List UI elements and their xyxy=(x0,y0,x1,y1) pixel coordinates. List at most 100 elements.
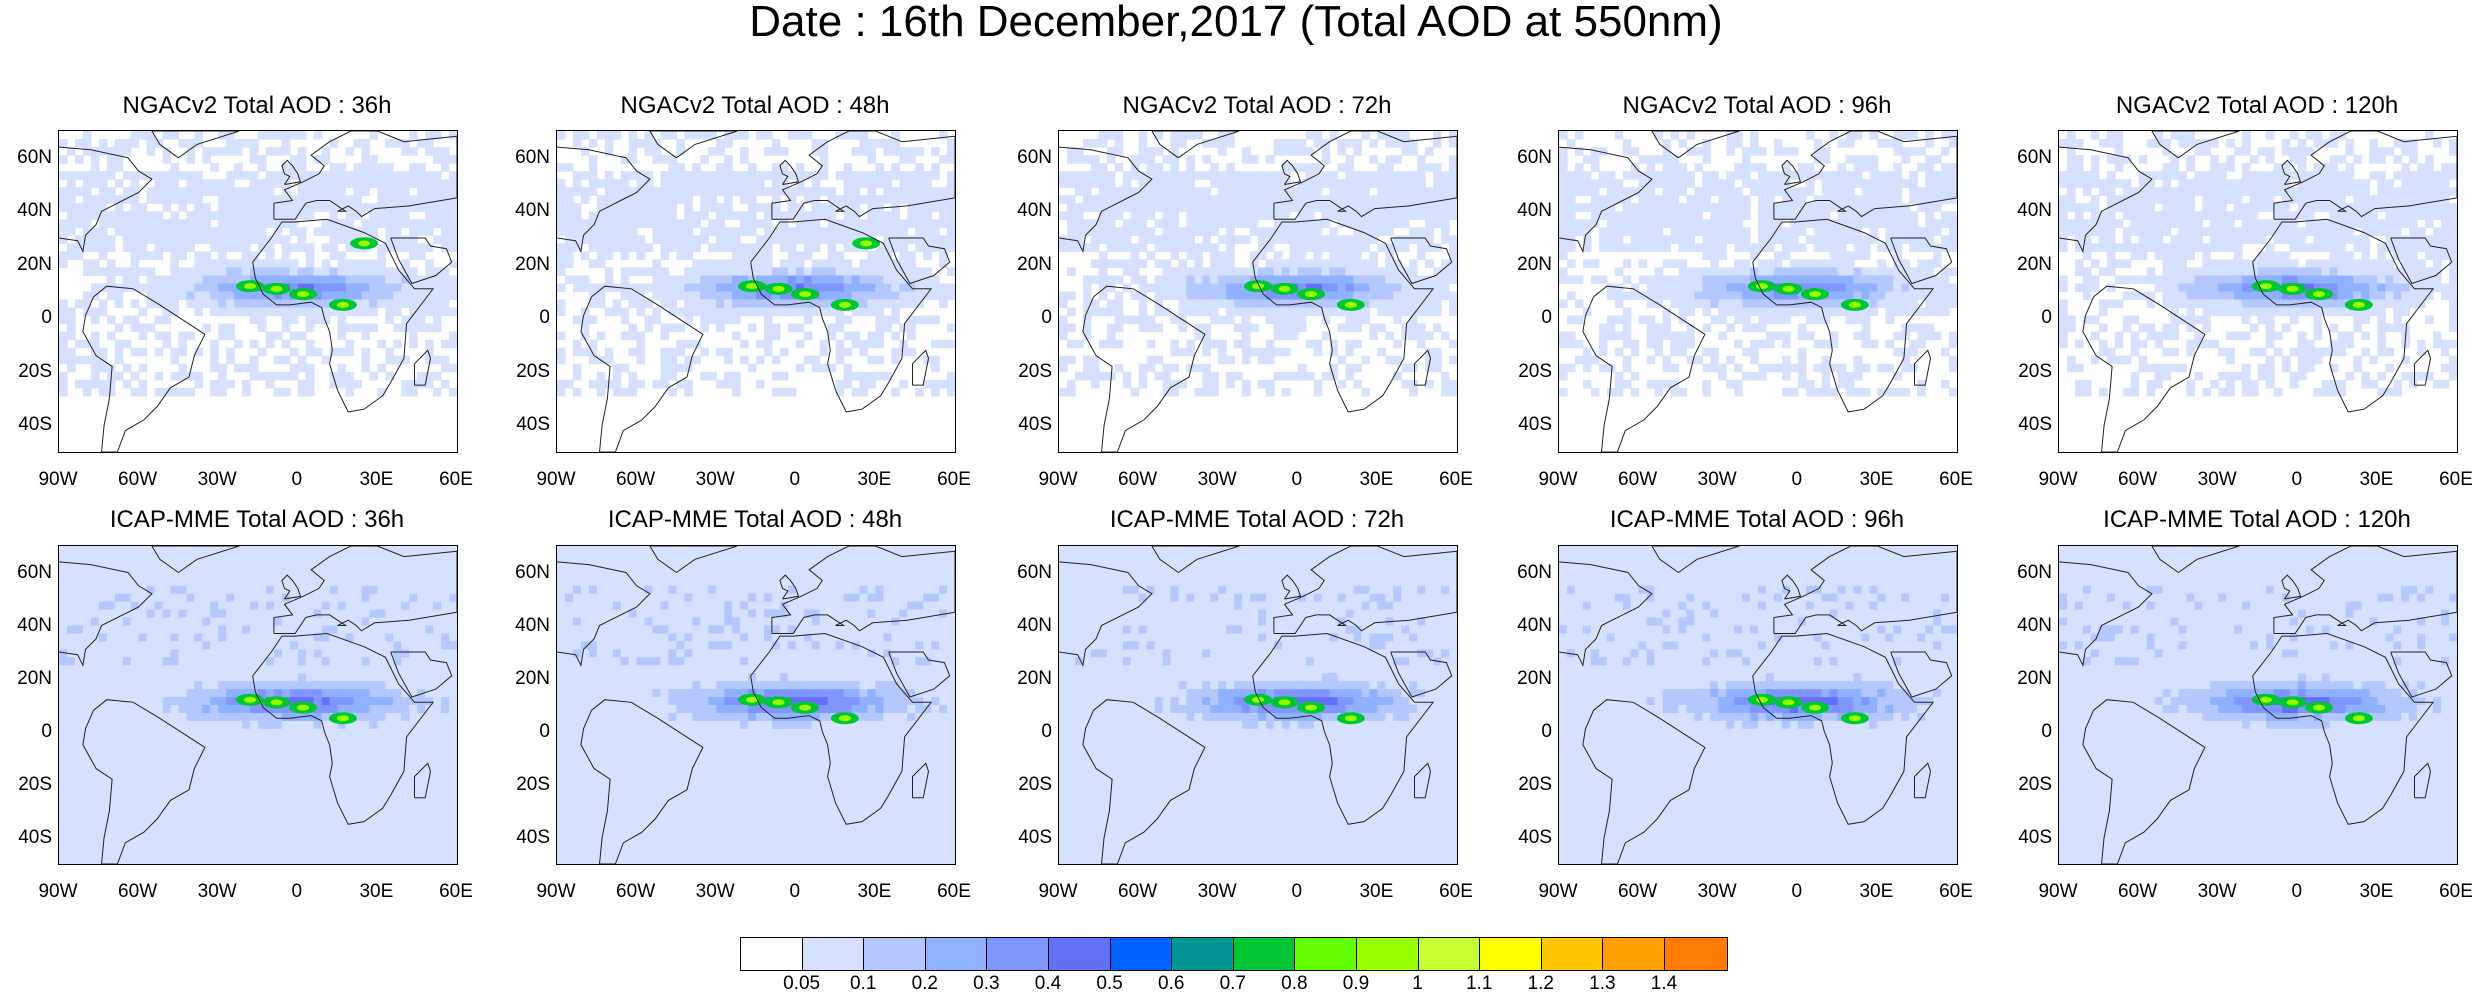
lat-tick-label: 40S xyxy=(1518,414,1552,436)
lon-tick-label: 0 xyxy=(1791,881,1803,902)
lat-tick-label: 0 xyxy=(2041,720,2052,742)
lat-tick-label: 60N xyxy=(2017,561,2052,583)
coastline xyxy=(273,131,457,220)
lat-tick-label: 40S xyxy=(2018,826,2052,848)
map-panel xyxy=(1558,545,1958,865)
panel-title: ICAP-MME Total AOD : 96h xyxy=(1609,506,1905,533)
colorbar-bin xyxy=(1172,938,1234,970)
colorbar-label: 0.5 xyxy=(1096,973,1123,994)
colorbar-bin xyxy=(802,938,865,970)
lon-tick-label: 30W xyxy=(695,881,735,902)
coastline xyxy=(2151,131,2240,159)
lat-tick-label: 60N xyxy=(1517,561,1552,583)
panel-title: ICAP-MME Total AOD : 48h xyxy=(607,506,903,533)
lon-tick-label: 90W xyxy=(536,469,576,490)
lon-tick-label: 60W xyxy=(616,881,656,902)
map-panel xyxy=(2058,545,2458,865)
lat-tick-label: 20S xyxy=(516,773,550,795)
lon-tick-label: 90W xyxy=(536,881,576,902)
colorbar-label: 1.1 xyxy=(1465,973,1493,994)
lat-tick-label: 20N xyxy=(17,253,52,275)
coastline xyxy=(557,561,651,667)
coastline xyxy=(2273,131,2457,220)
lat-tick-label: 60N xyxy=(1017,561,1052,583)
colorbar-bin xyxy=(1356,938,1419,970)
lat-tick-label: 0 xyxy=(539,307,550,329)
coastline xyxy=(414,762,432,799)
coastline xyxy=(390,237,453,285)
colorbar-label: 0.1 xyxy=(849,973,877,994)
lon-tick-label: 0 xyxy=(291,881,303,902)
figure-title: Date : 16th December,2017 (Total AOD at … xyxy=(749,0,1723,46)
lon-tick-label: 30E xyxy=(359,469,394,490)
coastline xyxy=(1273,131,1457,220)
colorbar-bin xyxy=(1418,938,1481,970)
lat-tick-label: 20S xyxy=(1518,360,1552,382)
coastline xyxy=(1390,237,1453,285)
lat-tick-label: 60N xyxy=(515,561,550,583)
lon-tick-label: 60E xyxy=(1939,881,1973,902)
coastline xyxy=(1773,131,1957,220)
colorbar xyxy=(740,937,1728,971)
colorbar-bin xyxy=(1603,938,1665,970)
lat-tick-label: 40S xyxy=(516,414,550,436)
coastline xyxy=(779,574,800,600)
lat-tick-label: 40S xyxy=(1518,826,1552,848)
coastline xyxy=(1651,131,1740,159)
colorbar-label: 0.6 xyxy=(1157,973,1185,994)
lon-tick-label: 0 xyxy=(1791,469,1803,490)
aod-field xyxy=(557,131,955,452)
colorbar-label: 0.4 xyxy=(1034,973,1062,994)
lon-tick-label: 60E xyxy=(1439,469,1473,490)
panel-title: ICAP-MME Total AOD : 120h xyxy=(2103,506,2411,533)
coastline xyxy=(1059,561,1153,667)
lat-tick-label: 0 xyxy=(1041,307,1052,329)
aod-field xyxy=(1059,131,1457,452)
lat-tick-label: 20N xyxy=(17,667,52,689)
colorbar-label: 0.7 xyxy=(1219,973,1247,994)
lat-tick-label: 40N xyxy=(1017,614,1052,636)
lat-tick-label: 20S xyxy=(18,773,52,795)
colorbar-label: 1 xyxy=(1412,973,1423,994)
lat-tick-label: 20S xyxy=(1518,773,1552,795)
coastline xyxy=(2273,546,2457,634)
lon-tick-label: 60E xyxy=(1439,881,1473,902)
coastline xyxy=(1559,146,1653,254)
lon-tick-label: 30E xyxy=(359,881,394,902)
coastline xyxy=(912,762,930,799)
coastline xyxy=(281,574,302,600)
aod-field xyxy=(1559,131,1957,452)
coastline xyxy=(1651,546,1740,573)
lat-tick-label: 0 xyxy=(41,307,52,329)
lon-tick-label: 30W xyxy=(197,881,237,902)
lat-tick-label: 0 xyxy=(539,720,550,742)
colorbar-bin xyxy=(1110,938,1173,970)
lon-tick-label: 60W xyxy=(118,469,158,490)
lat-tick-label: 20N xyxy=(1517,667,1552,689)
coastline xyxy=(2281,574,2302,600)
colorbar-bin xyxy=(987,938,1049,970)
panel-title: NGACv2 Total AOD : 120h xyxy=(2115,92,2399,119)
lat-tick-label: 40S xyxy=(18,826,52,848)
lon-tick-label: 60W xyxy=(1618,881,1658,902)
coastline xyxy=(82,285,206,452)
coastline xyxy=(1414,349,1432,386)
lat-tick-label: 40N xyxy=(2017,614,2052,636)
map-panel xyxy=(1558,130,1958,453)
aod-field xyxy=(1559,546,1957,864)
coastline xyxy=(1390,651,1453,698)
map-panel xyxy=(58,545,458,865)
lon-tick-label: 60W xyxy=(616,469,656,490)
coastline xyxy=(1582,285,1706,452)
colorbar-bin xyxy=(1664,938,1727,970)
map-panel xyxy=(1058,130,1458,453)
lon-tick-label: 60E xyxy=(937,881,971,902)
coastline xyxy=(771,131,955,220)
lon-tick-label: 30E xyxy=(857,469,892,490)
map-panel xyxy=(556,130,956,453)
lon-tick-label: 0 xyxy=(2291,881,2303,902)
coastline xyxy=(151,546,240,573)
lat-tick-label: 40N xyxy=(1517,614,1552,636)
coastline xyxy=(779,159,800,185)
coastline xyxy=(2390,237,2453,285)
